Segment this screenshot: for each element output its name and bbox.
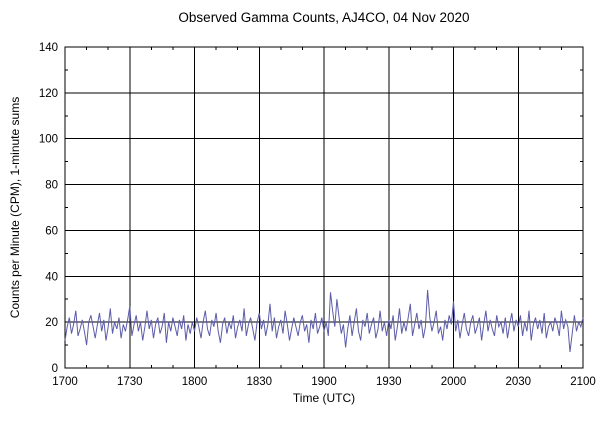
x-tick-label: 1730: [117, 376, 143, 388]
y-tick-label: 100: [39, 134, 58, 146]
x-tick-label: 1900: [311, 376, 337, 388]
y-tick-label: 60: [45, 225, 58, 237]
data-line: [64, 289, 584, 352]
chart-title: Observed Gamma Counts, AJ4CO, 04 Nov 202…: [178, 10, 470, 25]
y-tick-label: 40: [45, 271, 58, 283]
x-tick-label: 2100: [570, 376, 596, 388]
x-tick-label: 1700: [52, 376, 78, 388]
y-tick-label: 120: [39, 88, 58, 100]
x-tick-label: 2000: [441, 376, 467, 388]
x-axis-label: Time (UTC): [292, 391, 356, 405]
tick-labels: 1700 1730 1800 1830 1900 1930 2000 2030 2100 0 20 4…: [39, 42, 596, 388]
y-tick-label: 80: [45, 180, 58, 192]
x-tick-label: 1800: [182, 376, 208, 388]
y-tick-label: 20: [45, 317, 58, 329]
y-tick-label: 0: [52, 363, 58, 375]
y-tick-label: 140: [39, 42, 58, 54]
gridlines: [65, 47, 583, 368]
x-tick-label: 1830: [246, 376, 272, 388]
x-tick-label: 2030: [505, 376, 531, 388]
plot-border: [64, 46, 584, 369]
x-tick-label: 1930: [376, 376, 402, 388]
